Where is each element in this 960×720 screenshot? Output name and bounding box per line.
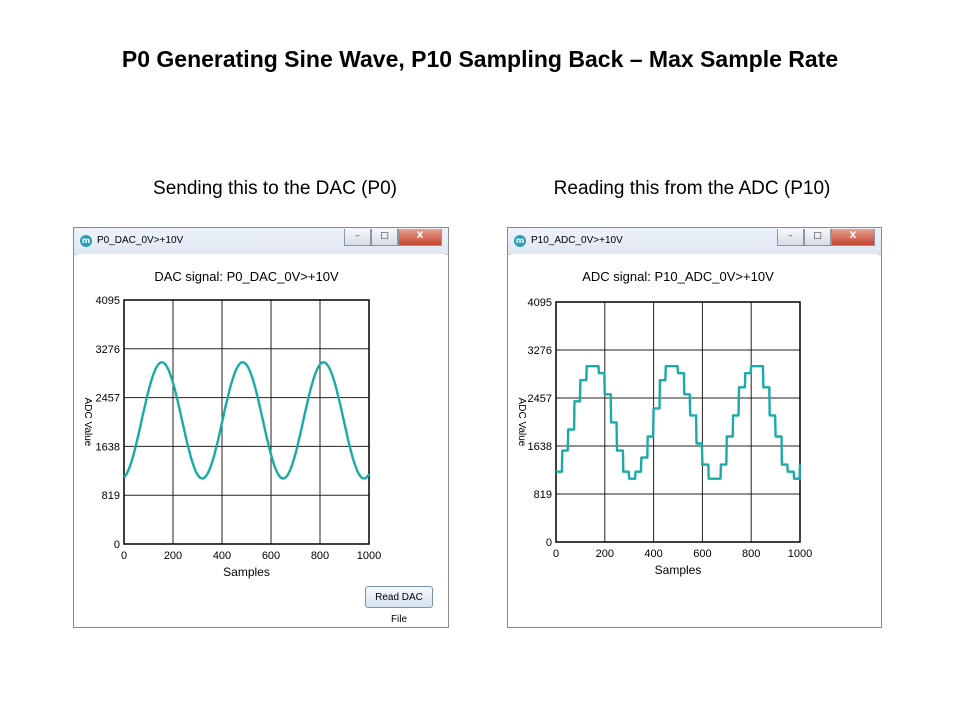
y-tick-label: 3276 bbox=[96, 344, 120, 356]
y-tick-label: 1638 bbox=[96, 441, 120, 453]
close-button[interactable]: X bbox=[831, 229, 875, 246]
x-tick-label: 1000 bbox=[357, 550, 381, 562]
dac-window[interactable]: m P0_DAC_0V>+10V – □ X DAC signal: P0_DA… bbox=[73, 227, 449, 628]
minimize-button[interactable]: – bbox=[777, 229, 804, 246]
x-tick-label: 600 bbox=[693, 548, 711, 560]
x-axis-label: Samples bbox=[655, 563, 702, 577]
maxim-app-icon[interactable]: m bbox=[514, 235, 526, 247]
minimize-button[interactable]: – bbox=[344, 229, 371, 246]
y-tick-label: 2457 bbox=[96, 393, 120, 405]
adc-window[interactable]: m P10_ADC_0V>+10V – □ X ADC signal: P10_… bbox=[507, 227, 882, 628]
adc-window-titlebar[interactable]: m P10_ADC_0V>+10V – □ X bbox=[508, 228, 881, 255]
window-controls: – □ X bbox=[777, 229, 875, 246]
adc-caption: Reading this from the ADC (P10) bbox=[553, 178, 831, 199]
x-tick-label: 800 bbox=[311, 550, 329, 562]
y-tick-label: 0 bbox=[546, 537, 552, 549]
y-tick-label: 819 bbox=[102, 490, 120, 502]
x-tick-label: 600 bbox=[262, 550, 280, 562]
adc-window-title: P10_ADC_0V>+10V bbox=[531, 235, 623, 246]
y-tick-label: 2457 bbox=[528, 393, 552, 405]
y-tick-label: 4095 bbox=[96, 295, 120, 307]
x-tick-label: 400 bbox=[644, 548, 662, 560]
y-tick-label: 1638 bbox=[528, 441, 552, 453]
dac-window-title: P0_DAC_0V>+10V bbox=[97, 235, 184, 246]
x-tick-label: 1000 bbox=[788, 548, 812, 560]
chart-title: DAC signal: P0_DAC_0V>+10V bbox=[154, 269, 339, 284]
x-tick-label: 0 bbox=[121, 550, 127, 562]
y-axis-label: ADC Value bbox=[82, 398, 93, 447]
x-axis-label: Samples bbox=[223, 565, 270, 579]
window-controls: – □ X bbox=[344, 229, 442, 246]
x-tick-label: 0 bbox=[553, 548, 559, 560]
y-axis-label: ADC Value bbox=[516, 398, 527, 447]
adc-chart: ADC signal: P10_ADC_0V>+10V 0 200 400 600 800… bbox=[516, 269, 812, 577]
x-tick-label: 800 bbox=[742, 548, 760, 560]
dac-caption: Sending this to the DAC (P0) bbox=[153, 178, 397, 199]
plot-frame bbox=[555, 301, 801, 543]
dac-chart: DAC signal: P0_DAC_0V>+10V 0 200 400 600 800 1… bbox=[82, 269, 381, 579]
slide-title: P0 Generating Sine Wave, P10 Sampling Ba… bbox=[121, 46, 839, 72]
maximize-button[interactable]: □ bbox=[804, 229, 831, 246]
y-tick-label: 3276 bbox=[528, 345, 552, 357]
dac-window-titlebar[interactable]: m P0_DAC_0V>+10V – □ X bbox=[74, 228, 448, 255]
x-tick-label: 400 bbox=[213, 550, 231, 562]
adc-window-client: ADC signal: P10_ADC_0V>+10V 0 200 400 600 800… bbox=[511, 254, 878, 624]
maxim-app-icon[interactable]: m bbox=[80, 235, 92, 247]
y-tick-label: 0 bbox=[114, 539, 120, 551]
dac-window-client: DAC signal: P0_DAC_0V>+10V 0 200 400 600 800 1… bbox=[77, 254, 445, 625]
read-dac-file-button[interactable]: Read DAC File bbox=[365, 586, 433, 625]
plot-frame bbox=[123, 299, 370, 545]
close-button[interactable]: X bbox=[398, 229, 442, 246]
y-tick-label: 819 bbox=[534, 489, 552, 501]
chart-title: ADC signal: P10_ADC_0V>+10V bbox=[582, 269, 774, 284]
x-tick-label: 200 bbox=[596, 548, 614, 560]
series-line bbox=[123, 361, 371, 480]
y-tick-label: 4095 bbox=[528, 297, 552, 309]
maximize-button[interactable]: □ bbox=[371, 229, 398, 246]
x-tick-label: 200 bbox=[164, 550, 182, 562]
series-line bbox=[555, 365, 802, 480]
